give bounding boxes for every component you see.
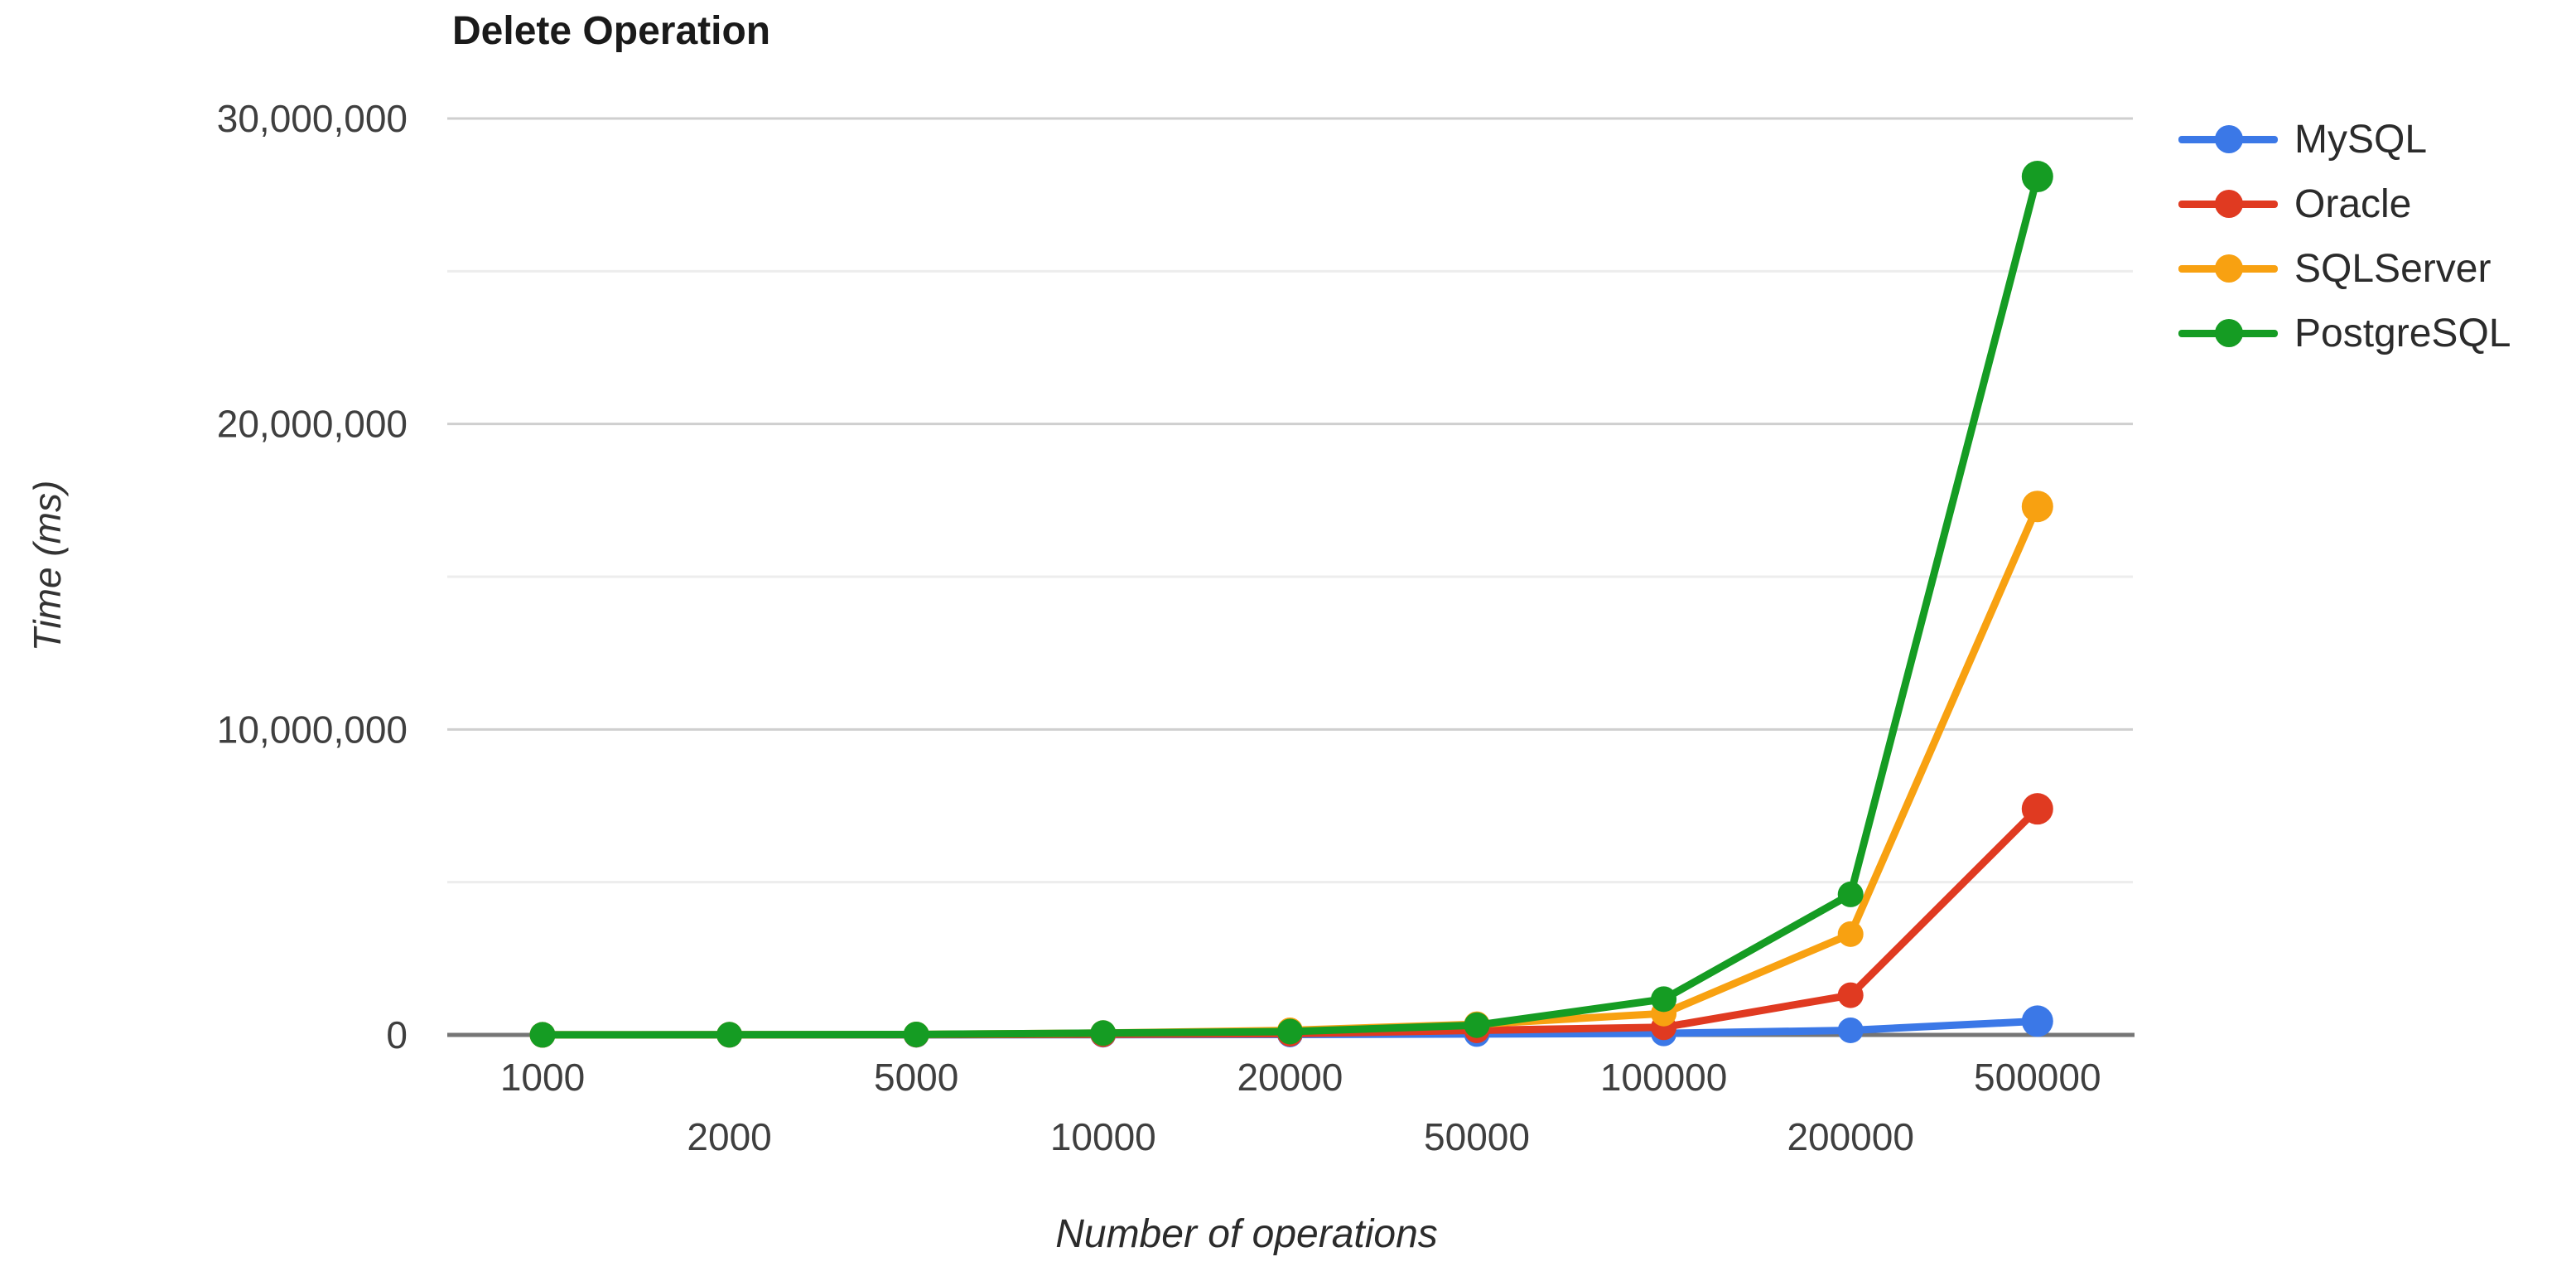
x-tick-label: 2000 <box>687 1115 771 1158</box>
x-tick-label: 1000 <box>500 1056 585 1099</box>
legend-item-sqlserver: SQLServer <box>2178 236 2511 301</box>
x-tick-label: 20000 <box>1237 1056 1343 1099</box>
legend-label: MySQL <box>2294 117 2428 162</box>
data-point-postgresql <box>2021 161 2053 193</box>
series-line-postgresql <box>538 172 2042 1039</box>
data-point-postgresql <box>1464 1012 1490 1038</box>
data-point-postgresql <box>1651 986 1677 1013</box>
legend-label: Oracle <box>2294 181 2412 226</box>
data-point-postgresql <box>1276 1018 1303 1045</box>
data-point-sqlserver <box>2021 491 2053 523</box>
series-line-sqlserver <box>538 502 2042 1039</box>
chart-legend: MySQL Oracle SQLServer PostgreSQL <box>2178 107 2511 365</box>
data-point-sqlserver <box>1837 921 1864 947</box>
legend-item-mysql: MySQL <box>2178 107 2511 172</box>
legend-label: PostgreSQL <box>2294 311 2511 355</box>
data-point-postgresql <box>1090 1020 1117 1047</box>
data-point-postgresql <box>716 1022 743 1048</box>
legend-label: SQLServer <box>2294 246 2492 291</box>
y-tick-label: 0 <box>386 1013 408 1056</box>
data-point-mysql <box>1837 1017 1864 1043</box>
x-tick-label: 10000 <box>1050 1115 1156 1158</box>
y-tick-label: 20,000,000 <box>217 403 408 446</box>
oracle-line-marker-icon <box>2178 189 2278 219</box>
x-tick-label: 500000 <box>1974 1056 2101 1099</box>
x-tick-label: 100000 <box>1600 1056 1728 1099</box>
x-tick-label: 50000 <box>1424 1115 1530 1158</box>
legend-item-oracle: Oracle <box>2178 172 2511 236</box>
x-tick-label: 200000 <box>1787 1115 1914 1158</box>
legend-item-postgresql: PostgreSQL <box>2178 301 2511 365</box>
series-line-oracle <box>538 805 2042 1039</box>
mysql-line-marker-icon <box>2178 124 2278 154</box>
data-point-oracle <box>2021 793 2053 825</box>
data-point-postgresql <box>1837 881 1864 907</box>
y-tick-label: 30,000,000 <box>217 97 408 140</box>
data-point-postgresql <box>903 1021 929 1047</box>
data-point-mysql <box>2021 1005 2053 1037</box>
postgresql-line-marker-icon <box>2178 318 2278 348</box>
x-tick-label: 5000 <box>874 1056 958 1099</box>
sqlserver-line-marker-icon <box>2178 254 2278 283</box>
y-axis-title: Time (ms) <box>26 480 69 652</box>
y-tick-label: 10,000,000 <box>217 708 408 751</box>
data-point-oracle <box>1837 982 1864 1008</box>
x-axis-title: Number of operations <box>1055 1212 1438 1256</box>
chart-title: Delete Operation <box>452 9 771 53</box>
data-point-postgresql <box>529 1022 556 1048</box>
